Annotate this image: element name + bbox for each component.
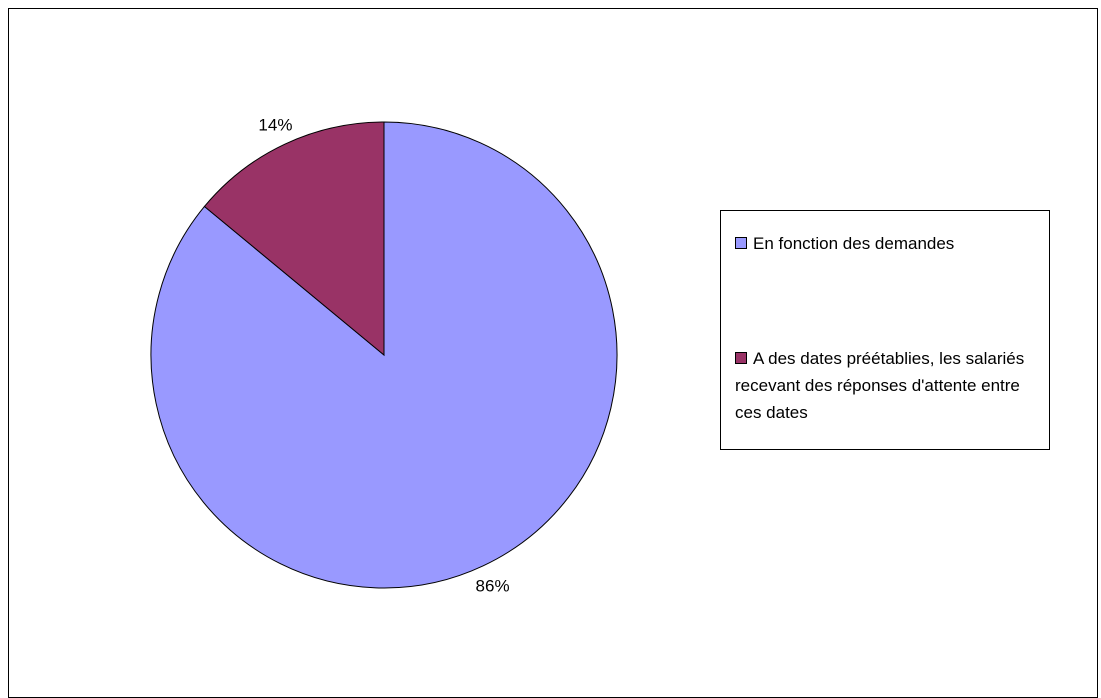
data-label-en-fonction: 86% [476, 577, 510, 596]
pie-slice [203, 121, 385, 357]
data-label-dates-preetablies: 14% [258, 115, 292, 134]
pie-slices [150, 121, 618, 589]
legend-item-en-fonction: En fonction des demandes [735, 230, 1045, 257]
legend-swatch [735, 237, 747, 249]
chart-legend: En fonction des demandes A des dates pré… [720, 210, 1050, 450]
legend-swatch [735, 352, 747, 364]
legend-label: A des dates préétablies, les salariés re… [735, 349, 1025, 422]
legend-item-dates-preetablies: A des dates préétablies, les salariés re… [735, 345, 1045, 426]
legend-label: En fonction des demandes [753, 234, 955, 253]
